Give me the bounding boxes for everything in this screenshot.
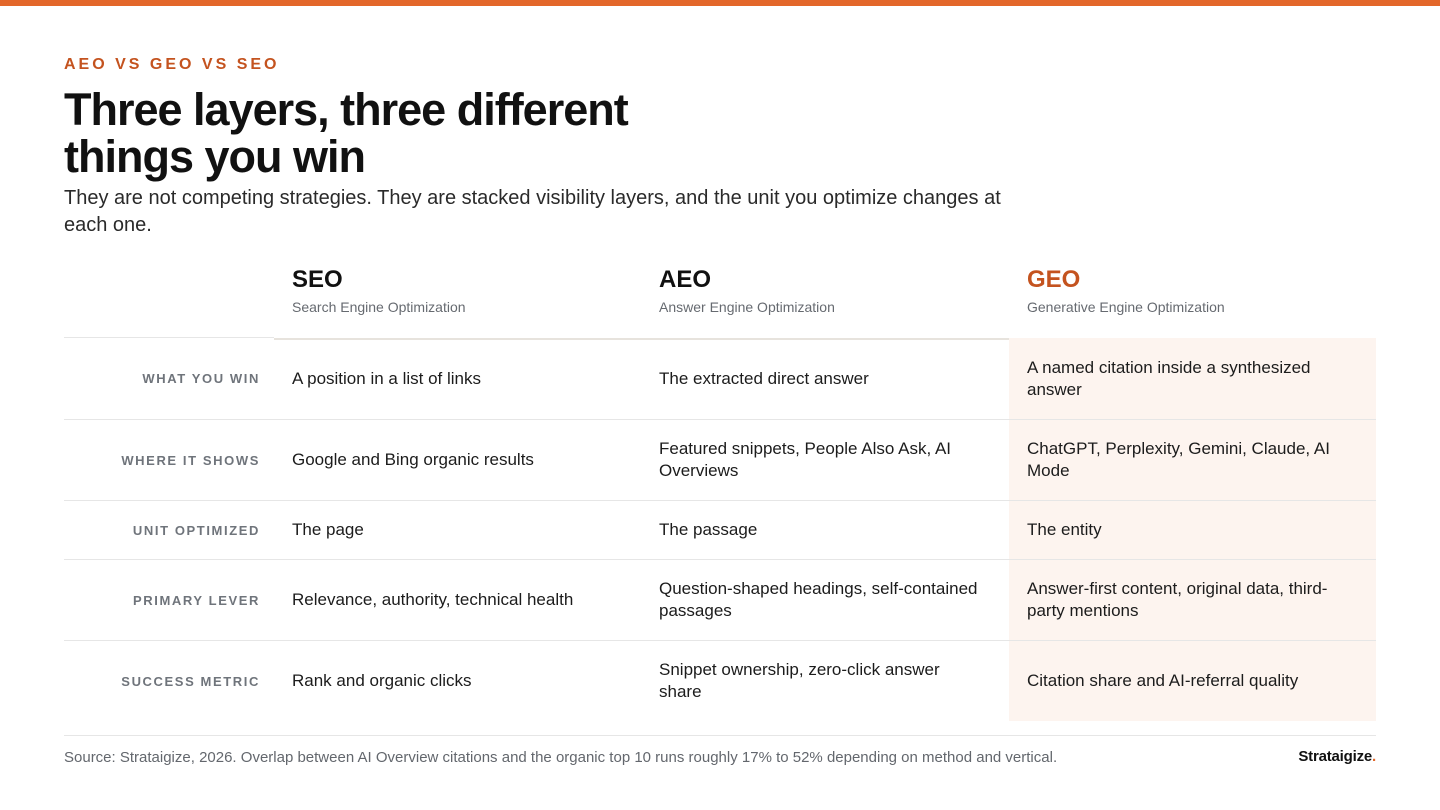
cell-aeo: The extracted direct answer bbox=[659, 368, 869, 388]
cell-geo: ChatGPT, Perplexity, Gemini, Claude, AI … bbox=[1009, 420, 1376, 500]
table-row-success-metric: SUCCESS METRIC Rank and organic clicks S… bbox=[64, 641, 1376, 721]
table-row-what-you-win: WHAT YOU WIN A position in a list of lin… bbox=[64, 338, 1376, 420]
row-label: UNIT OPTIMIZED bbox=[132, 522, 260, 538]
brand-logo: Strataigize. bbox=[1298, 748, 1376, 765]
page-title: Three layers, three different things you… bbox=[64, 84, 629, 182]
column-subtitle-geo: Generative Engine Optimization bbox=[1027, 299, 1225, 315]
column-title-seo: SEO bbox=[292, 266, 343, 293]
top-accent-bar bbox=[0, 0, 1440, 6]
cell-geo: Answer-first content, original data, thi… bbox=[1009, 560, 1376, 640]
table-header-row: SEO Search Engine Optimization AEO Answe… bbox=[64, 262, 1376, 340]
header-divider bbox=[64, 337, 274, 338]
source-note: Source: Strataigize, 2026. Overlap betwe… bbox=[64, 749, 1058, 766]
cell-seo: Google and Bing organic results bbox=[292, 450, 534, 469]
footer-divider bbox=[64, 735, 1376, 736]
row-label: PRIMARY LEVER bbox=[133, 592, 260, 608]
cell-geo: The entity bbox=[1009, 501, 1376, 559]
cell-aeo: Question-shaped headings, self-contained… bbox=[659, 579, 978, 620]
column-subtitle-aeo: Answer Engine Optimization bbox=[659, 299, 835, 315]
row-label: WHAT YOU WIN bbox=[142, 371, 260, 386]
column-header-seo: SEO Search Engine Optimization bbox=[274, 262, 641, 340]
cell-seo: The page bbox=[292, 520, 364, 539]
column-subtitle-seo: Search Engine Optimization bbox=[292, 299, 466, 315]
row-label: WHERE IT SHOWS bbox=[121, 452, 260, 468]
comparison-table: SEO Search Engine Optimization AEO Answe… bbox=[64, 262, 1376, 721]
cell-aeo: Snippet ownership, zero-click answer sha… bbox=[659, 660, 940, 701]
table-row-primary-lever: PRIMARY LEVER Relevance, authority, tech… bbox=[64, 560, 1376, 641]
cell-seo: Rank and organic clicks bbox=[292, 671, 472, 690]
page-subtitle: They are not competing strategies. They … bbox=[64, 187, 1001, 236]
cell-aeo: The passage bbox=[659, 520, 758, 539]
cell-aeo: Featured snippets, People Also Ask, AI O… bbox=[659, 439, 952, 480]
brand-name: Strataigize bbox=[1298, 748, 1373, 765]
brand-dot: . bbox=[1372, 748, 1376, 765]
column-title-aeo: AEO bbox=[659, 266, 712, 293]
cell-seo: Relevance, authority, technical health bbox=[292, 590, 574, 609]
eyebrow-label: AEO VS GEO VS SEO bbox=[64, 56, 280, 73]
cell-geo: Citation share and AI-referral quality bbox=[1009, 641, 1376, 721]
column-title-geo: GEO bbox=[1027, 266, 1081, 293]
cell-seo: A position in a list of links bbox=[292, 368, 481, 388]
column-header-aeo: AEO Answer Engine Optimization bbox=[641, 262, 1009, 340]
table-row-unit-optimized: UNIT OPTIMIZED The page The passage The … bbox=[64, 501, 1376, 560]
row-label: SUCCESS METRIC bbox=[121, 673, 260, 689]
table-row-where-it-shows: WHERE IT SHOWS Google and Bing organic r… bbox=[64, 420, 1376, 501]
cell-geo: A named citation inside a synthesized an… bbox=[1009, 338, 1376, 419]
column-header-geo: GEO Generative Engine Optimization bbox=[1009, 262, 1376, 340]
